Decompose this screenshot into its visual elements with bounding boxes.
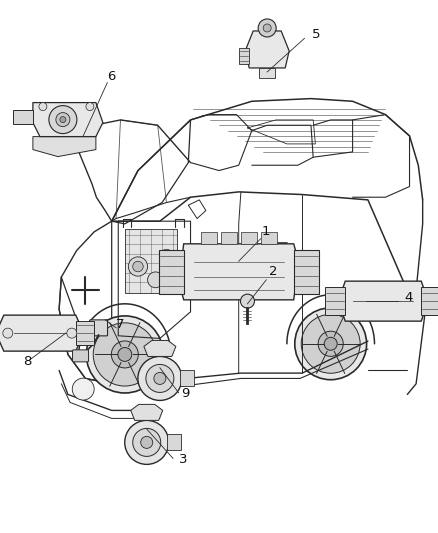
Text: 8: 8 — [23, 355, 32, 368]
Circle shape — [318, 331, 343, 357]
Circle shape — [324, 337, 337, 350]
Polygon shape — [0, 315, 84, 351]
Bar — [239, 48, 249, 64]
Circle shape — [301, 314, 360, 373]
Bar — [259, 68, 275, 78]
Text: 4: 4 — [404, 291, 413, 304]
Polygon shape — [179, 244, 299, 300]
Circle shape — [154, 373, 166, 384]
FancyBboxPatch shape — [73, 350, 88, 362]
Circle shape — [39, 102, 47, 110]
Circle shape — [60, 117, 66, 123]
Circle shape — [86, 316, 163, 393]
Text: 5: 5 — [312, 28, 321, 41]
Bar — [76, 321, 94, 345]
Circle shape — [263, 24, 271, 32]
Polygon shape — [245, 31, 289, 68]
Circle shape — [138, 357, 182, 400]
Polygon shape — [131, 405, 163, 421]
Circle shape — [67, 328, 77, 338]
Circle shape — [146, 365, 174, 392]
Bar — [325, 287, 345, 315]
Circle shape — [128, 257, 148, 276]
Bar — [167, 434, 181, 450]
Polygon shape — [144, 341, 176, 357]
Circle shape — [118, 348, 132, 361]
Polygon shape — [33, 102, 103, 136]
Text: 6: 6 — [106, 70, 115, 83]
Circle shape — [125, 421, 169, 464]
Circle shape — [258, 19, 276, 37]
Bar — [180, 370, 194, 386]
Circle shape — [141, 437, 153, 448]
Text: 2: 2 — [268, 265, 277, 278]
Bar — [201, 232, 217, 244]
Bar — [261, 232, 277, 244]
Circle shape — [133, 429, 161, 456]
Circle shape — [56, 112, 70, 127]
Circle shape — [93, 323, 156, 386]
Text: 3: 3 — [179, 453, 187, 466]
Text: 1: 1 — [262, 225, 271, 238]
Circle shape — [3, 328, 13, 338]
FancyBboxPatch shape — [125, 229, 177, 293]
Circle shape — [111, 341, 138, 368]
Polygon shape — [33, 136, 96, 157]
Bar — [159, 250, 184, 294]
Circle shape — [133, 261, 143, 272]
Text: 7: 7 — [116, 318, 125, 330]
Circle shape — [49, 106, 77, 134]
Polygon shape — [338, 281, 428, 321]
Circle shape — [160, 249, 173, 262]
FancyBboxPatch shape — [89, 320, 108, 336]
Bar — [221, 232, 237, 244]
Circle shape — [86, 102, 94, 110]
Bar — [13, 110, 33, 124]
Circle shape — [295, 308, 367, 379]
Circle shape — [240, 294, 254, 308]
Text: 9: 9 — [180, 387, 189, 400]
Bar — [241, 232, 257, 244]
Bar — [294, 250, 319, 294]
Circle shape — [72, 378, 94, 400]
Circle shape — [148, 272, 163, 288]
Bar — [421, 287, 438, 315]
